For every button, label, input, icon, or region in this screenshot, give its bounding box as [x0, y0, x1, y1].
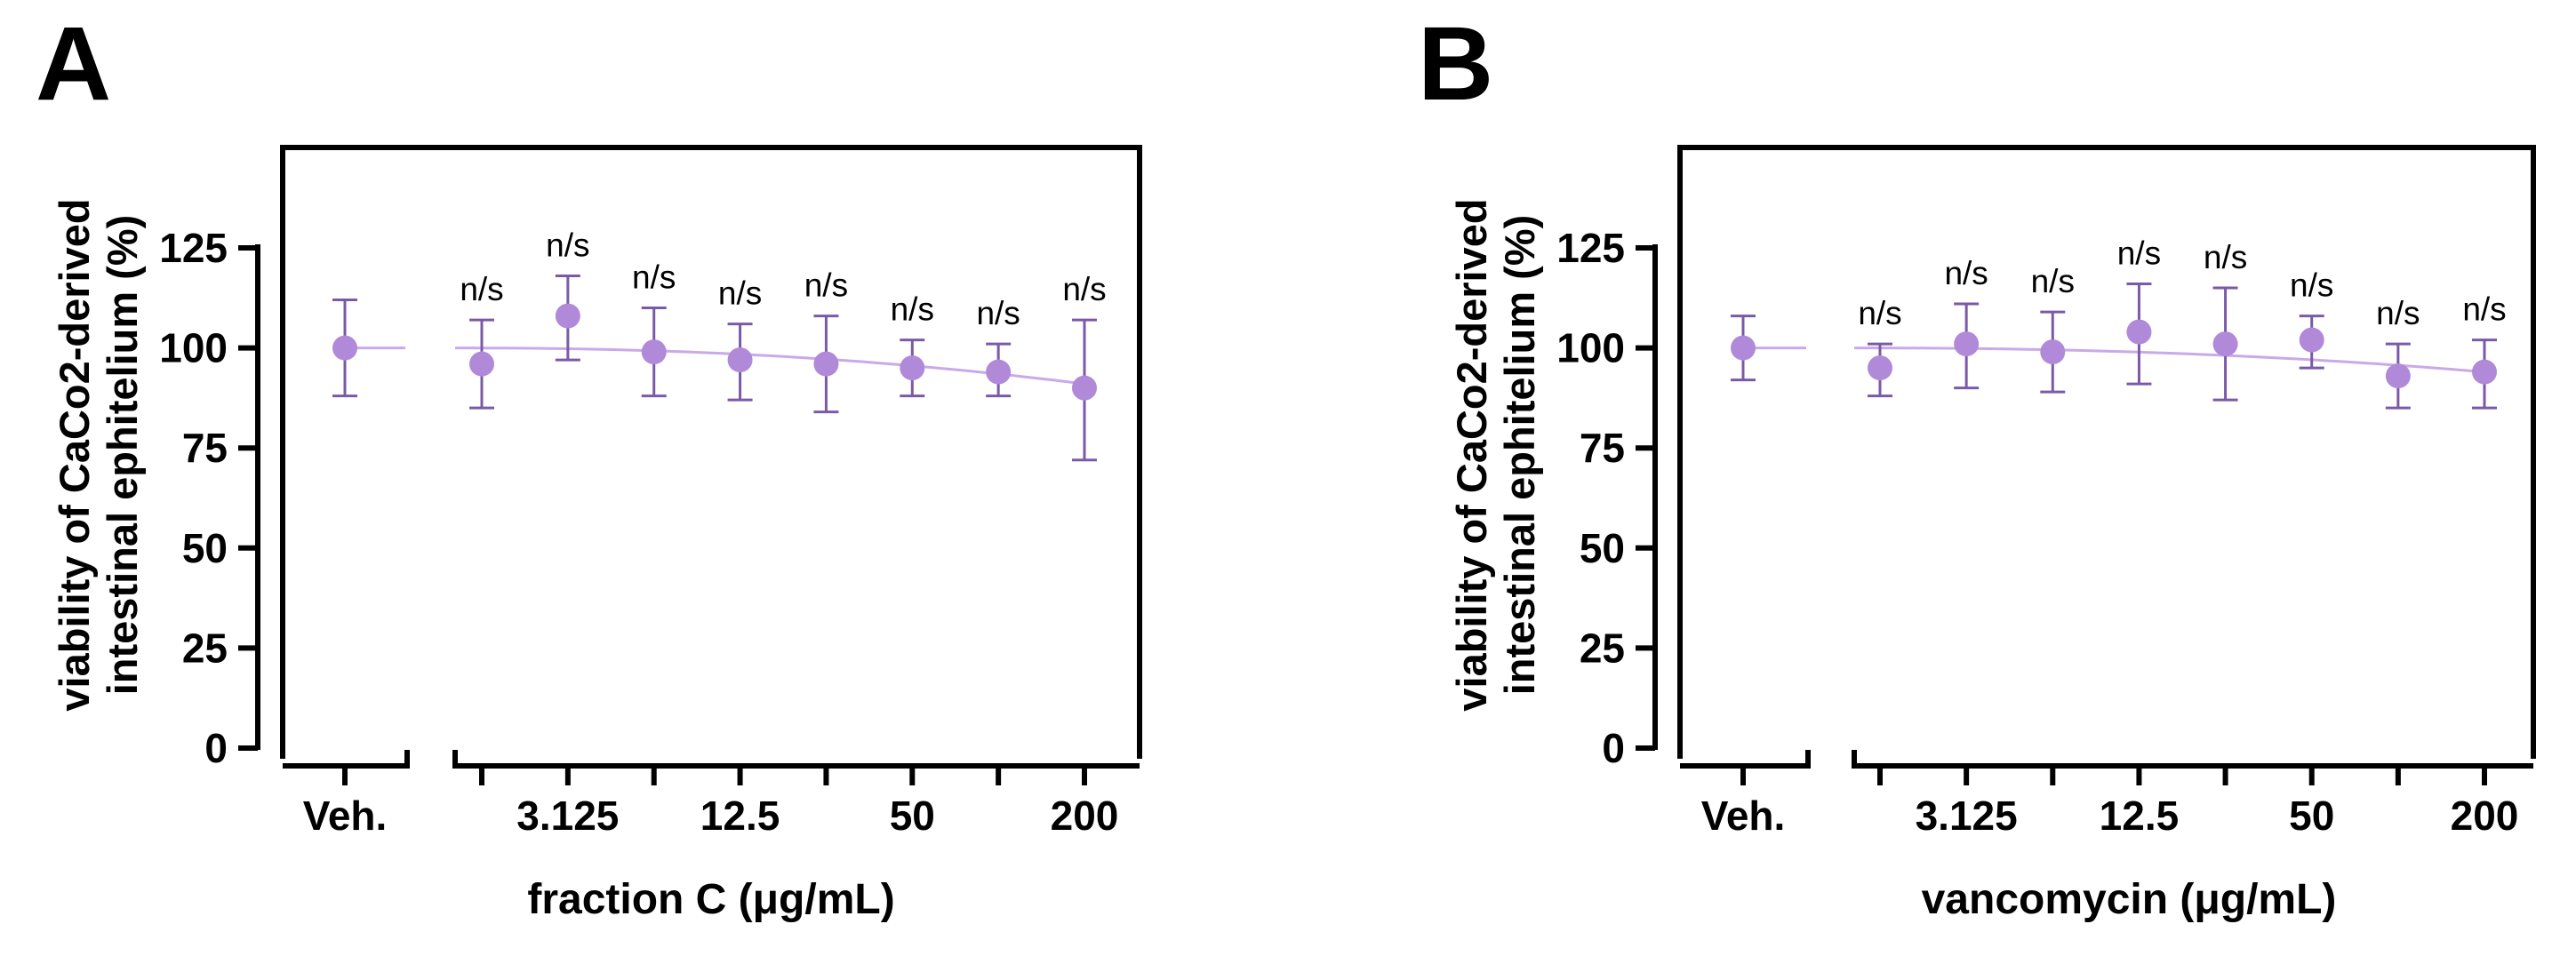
- panel-a-sig-label: n/s: [976, 295, 1020, 331]
- panel-b-y-axis-title-line1: viability of CaCo2-derived: [1448, 198, 1495, 711]
- panel-b-sig-label: n/s: [2290, 267, 2333, 304]
- panel-b: B 0 25 50 75 100 125 viability of CaCo2-derived…: [1418, 5, 2536, 923]
- panel-b-data-point: [2126, 319, 2152, 345]
- panel-a-y-tick-label: 0: [204, 725, 228, 771]
- panel-a-data-point: [641, 339, 667, 365]
- panel-a-y-tick-label: 50: [182, 525, 228, 571]
- panel-a-sig-label: n/s: [891, 291, 934, 328]
- panel-b-x-tick-label-veh: Veh.: [1701, 793, 1786, 839]
- panel-a-sig-label: n/s: [460, 271, 503, 307]
- panel-a-sig-label: n/s: [632, 259, 676, 296]
- panel-b-x-tick-label: 200: [2451, 793, 2519, 839]
- panel-b-sig-label: n/s: [2376, 295, 2420, 331]
- panel-a-y-axis-title-line2: intestinal ephitelium (%): [99, 215, 146, 696]
- panel-a-x-tick-label: 50: [890, 793, 935, 839]
- panel-a-y-tick-label: 125: [159, 225, 228, 271]
- panel-b-x-tick-label: 50: [2289, 793, 2334, 839]
- panel-a-y-tick-label: 75: [182, 425, 228, 471]
- panel-b-y-tick-label: 100: [1556, 325, 1625, 371]
- panel-b-data-point: [1954, 331, 1980, 357]
- panel-a-y-tick-label: 25: [182, 625, 228, 671]
- panel-a-data-point: [900, 355, 925, 381]
- panel-a-sig-label: n/s: [546, 227, 589, 264]
- panel-a: A 0 25 50 75 100 125 viability of CaCo2-derived…: [36, 5, 1142, 923]
- panel-b-sig-label: n/s: [2117, 235, 2161, 272]
- panel-a-sig-label: n/s: [718, 275, 762, 312]
- panel-b-sig-label: n/s: [2031, 263, 2075, 299]
- panel-b-data-point: [2040, 339, 2066, 365]
- panel-a-data-point: [1072, 375, 1097, 401]
- panel-b-data-point: [2212, 331, 2238, 357]
- panel-b-y-axis-title-line2: intestinal ephitelium (%): [1496, 215, 1543, 696]
- panel-a-x-tick-label: 12.5: [700, 793, 780, 839]
- panel-b-x-tick-label: 3.125: [1916, 793, 2018, 839]
- panel-a-data-point: [469, 351, 494, 377]
- panel-a-y-axis-title-line1: viability of CaCo2-derived: [51, 198, 98, 711]
- panel-b-data-point: [2472, 359, 2497, 385]
- panel-b-y-tick-label: 25: [1580, 625, 1625, 671]
- panel-b-data-point: [2299, 327, 2324, 353]
- panel-b-sig-label: n/s: [1858, 295, 1901, 331]
- panel-a-sig-label: n/s: [804, 267, 848, 304]
- panel-b-data-point: [2385, 363, 2411, 389]
- panel-a-sig-label: n/s: [1062, 271, 1106, 307]
- panel-b-y-tick-label: 125: [1556, 225, 1625, 271]
- panel-a-data-point: [555, 303, 580, 329]
- panel-b-sig-label: n/s: [2204, 239, 2247, 275]
- panel-a-x-tick-label: 3.125: [516, 793, 619, 839]
- panel-b-y-tick-label: 75: [1580, 425, 1625, 471]
- panel-b-y-tick-label: 50: [1580, 525, 1625, 571]
- panel-b-data-point: [1868, 355, 1892, 381]
- panel-b-sig-label: n/s: [1944, 255, 1988, 291]
- panel-a-data-point: [813, 351, 839, 377]
- panel-b-y-tick-label: 0: [1602, 725, 1625, 771]
- panel-b-x-tick-label: 12.5: [2100, 793, 2180, 839]
- panel-b-sig-label: n/s: [2462, 291, 2506, 328]
- panel-a-x-tick-label: 200: [1051, 793, 1119, 839]
- panel-b-vehicle-point: [1731, 335, 1756, 361]
- panel-a-data-point: [727, 347, 753, 373]
- panel-a-x-axis-title: fraction C (μg/mL): [527, 876, 894, 923]
- panel-a-fit-curve: [455, 347, 1085, 386]
- panel-a-data-point: [986, 359, 1012, 385]
- panel-b-x-axis-title: vancomycin (μg/mL): [1922, 876, 2337, 923]
- panel-a-vehicle-point: [332, 335, 357, 361]
- panel-a-y-tick-label: 100: [159, 325, 228, 371]
- panel-a-x-tick-label-veh: Veh.: [303, 793, 388, 839]
- panel-b-letter: B: [1418, 5, 1493, 123]
- panel-a-letter: A: [36, 5, 111, 123]
